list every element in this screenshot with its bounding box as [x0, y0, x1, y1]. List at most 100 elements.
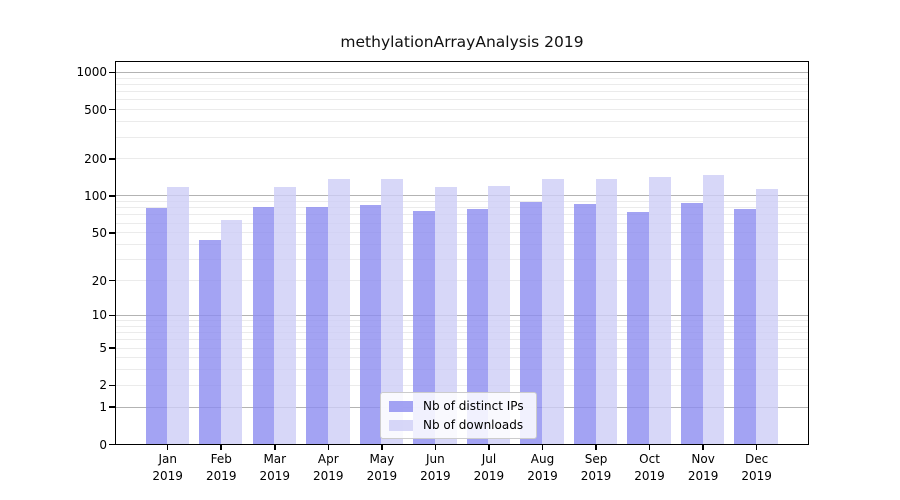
gridline-minor: [116, 121, 808, 123]
gridline-minor: [116, 325, 808, 327]
x-tick-label: Aug 2019: [510, 451, 574, 484]
x-tick-mark: [648, 445, 651, 450]
gridline-minor: [116, 99, 808, 101]
bar-downloads-apr: [327, 178, 350, 444]
x-tick-label-line: Feb: [210, 452, 232, 466]
legend-item-distinct-ips: Nb of distinct IPs: [389, 399, 524, 413]
bar-distinct-ips-apr: [306, 207, 328, 444]
bar-distinct-ips-may: [359, 205, 382, 444]
x-tick-label-line: 2019: [366, 468, 398, 483]
bar-distinct-ips-jul: [466, 209, 489, 444]
x-tick-label-line: 2019: [687, 468, 719, 483]
x-tick-label-line: Aug: [530, 452, 555, 466]
bar-downloads-sep: [595, 178, 618, 444]
bar-downloads-oct: [649, 176, 671, 444]
bar-downloads-nov: [702, 175, 725, 444]
legend-swatch-downloads: [389, 419, 413, 431]
x-tick-label: Jun 2019: [403, 451, 467, 484]
y-tick-mark: [109, 443, 115, 446]
gridline-minor: [116, 222, 808, 224]
x-tick-label-line: Mar: [263, 452, 287, 466]
gridline-minor: [116, 347, 808, 349]
y-tick-label: 0: [99, 437, 107, 452]
bar-downloads-feb: [220, 220, 243, 444]
legend: Nb of distinct IPs Nb of downloads: [380, 392, 537, 439]
y-tick-mark: [109, 158, 115, 160]
y-tick-mark: [109, 195, 115, 197]
bar-distinct-ips-feb: [199, 240, 221, 444]
x-tick-label-line: May: [369, 452, 395, 466]
x-tick-label-line: Nov: [691, 452, 715, 466]
y-tick-label: 200: [84, 151, 107, 166]
bar-downloads-jul: [488, 185, 511, 444]
x-tick-label: Nov 2019: [671, 451, 735, 484]
gridline-minor: [116, 339, 808, 341]
gridline-minor: [116, 109, 808, 111]
y-tick-mark: [109, 279, 115, 282]
x-tick-label: Apr 2019: [296, 451, 360, 484]
x-tick-label-line: Jan: [158, 452, 177, 466]
x-tick-label: Sep 2019: [564, 451, 628, 484]
x-tick-label: Jul 2019: [457, 451, 521, 484]
gridline-minor: [116, 77, 808, 79]
y-tick-mark: [109, 384, 115, 387]
bar-distinct-ips-sep: [573, 204, 596, 444]
y-tick-mark: [109, 314, 115, 317]
plot-area: [115, 61, 809, 445]
gridline-minor: [116, 357, 808, 359]
bar-distinct-ips-nov: [680, 203, 703, 444]
x-tick-label-line: Apr: [317, 452, 339, 466]
gridline-major: [116, 71, 808, 73]
gridline-minor: [116, 83, 808, 85]
chart-title: methylationArrayAnalysis 2019: [340, 33, 584, 51]
x-tick-label-line: 2019: [420, 468, 451, 483]
bar-distinct-ips-oct: [627, 212, 650, 444]
y-tick-label: 10: [91, 308, 107, 323]
x-tick-label-line: 2019: [152, 468, 183, 483]
gridline-minor: [116, 158, 808, 160]
bar-distinct-ips-jan: [145, 208, 168, 444]
bar-distinct-ips-jun: [413, 210, 435, 444]
y-tick-label: 50: [91, 225, 107, 240]
x-tick-label-line: 2019: [259, 468, 291, 483]
y-tick-label: 100: [84, 188, 107, 203]
x-tick-mark: [166, 445, 169, 450]
gridline-minor: [116, 214, 808, 216]
x-tick-label-line: Jul: [481, 452, 497, 466]
y-tick-mark: [109, 232, 115, 234]
gridline-minor: [116, 136, 808, 138]
legend-label-distinct-ips: Nb of distinct IPs: [423, 399, 524, 413]
x-tick-mark: [541, 445, 544, 450]
x-tick-label-line: Oct: [639, 452, 660, 466]
legend-item-downloads: Nb of downloads: [389, 418, 524, 432]
legend-swatch-distinct-ips: [389, 400, 413, 412]
x-tick-mark: [274, 445, 276, 450]
x-tick-label-line: 2019: [580, 468, 612, 483]
gridline-minor: [116, 369, 808, 371]
x-tick-label-line: 2019: [741, 468, 772, 483]
x-tick-mark: [327, 445, 330, 450]
x-tick-label-line: Sep: [584, 452, 608, 466]
x-tick-label-line: 2019: [205, 468, 237, 483]
x-tick-mark: [488, 445, 490, 450]
gridline-minor: [116, 259, 808, 261]
x-tick-mark: [702, 445, 704, 450]
x-tick-mark: [381, 445, 383, 450]
x-tick-label-line: 2019: [473, 468, 505, 483]
gridline-minor: [116, 207, 808, 209]
gridline-minor: [116, 232, 808, 234]
y-tick-mark: [109, 108, 115, 111]
y-tick-mark: [109, 347, 115, 349]
x-tick-mark: [220, 445, 222, 450]
gridline-minor: [116, 332, 808, 334]
x-tick-mark: [434, 445, 437, 450]
x-tick-label: May 2019: [350, 451, 414, 484]
gridline-major: [116, 314, 808, 316]
x-tick-label: Oct 2019: [618, 451, 682, 484]
gridline-minor: [116, 244, 808, 245]
gridline-major: [116, 195, 808, 197]
x-tick-mark: [595, 445, 597, 450]
y-tick-label: 20: [91, 273, 107, 288]
x-tick-label-line: Dec: [745, 452, 769, 466]
